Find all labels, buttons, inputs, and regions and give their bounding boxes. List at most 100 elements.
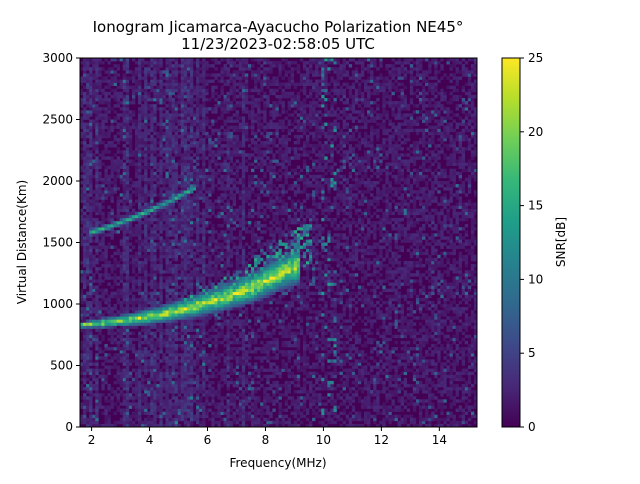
heatmap-cell <box>168 417 172 422</box>
heatmap-cell <box>80 260 84 265</box>
heatmap-cell <box>168 196 172 200</box>
heatmap-cell <box>205 251 209 256</box>
heatmap-cell <box>180 162 185 166</box>
heatmap-cell <box>107 67 111 71</box>
heatmap-cell <box>235 340 240 345</box>
heatmap-cell <box>95 61 99 65</box>
heatmap-cell <box>168 423 172 428</box>
heatmap-cell <box>235 270 240 274</box>
heatmap-cell <box>86 88 90 93</box>
heatmap-cell <box>192 297 197 302</box>
heatmap-cell <box>116 288 120 293</box>
heatmap-cell <box>86 156 90 160</box>
heatmap-cell <box>156 343 160 348</box>
heatmap-cell <box>138 116 142 120</box>
heatmap-cell <box>241 174 246 179</box>
heatmap-cell <box>196 70 200 74</box>
heatmap-cell <box>89 217 93 222</box>
heatmap-cell <box>196 273 200 277</box>
heatmap-cell <box>235 417 240 422</box>
heatmap-cell <box>220 168 224 173</box>
heatmap-cell <box>168 310 172 314</box>
heatmap-cell <box>168 119 172 123</box>
heatmap-cell <box>150 417 154 422</box>
heatmap-cell <box>220 402 224 406</box>
heatmap-cell <box>89 70 93 74</box>
heatmap-cell <box>147 107 151 111</box>
heatmap-cell <box>235 159 240 163</box>
heatmap-cell <box>150 159 154 163</box>
heatmap-cell <box>122 73 127 77</box>
heatmap-cell <box>144 184 148 188</box>
heatmap-cell <box>159 310 163 314</box>
heatmap-cell <box>180 211 185 216</box>
heatmap-cell <box>122 208 127 213</box>
heatmap-cell <box>229 304 233 308</box>
heatmap-cell <box>110 211 114 216</box>
heatmap-cell <box>174 70 179 74</box>
heatmap-cell <box>98 399 102 403</box>
heatmap-cell <box>171 291 175 296</box>
heatmap-cell <box>196 85 200 90</box>
heatmap-cell <box>107 150 111 154</box>
heatmap-cell <box>229 276 233 280</box>
heatmap-cell <box>95 116 99 120</box>
heatmap-cell <box>128 371 133 376</box>
heatmap-cell <box>226 264 230 268</box>
heatmap-cell <box>113 279 117 283</box>
heatmap-cell <box>183 304 188 308</box>
heatmap-cell <box>92 371 96 376</box>
heatmap-cell <box>165 279 169 283</box>
heatmap-cell <box>165 165 169 170</box>
heatmap-cell <box>235 291 240 296</box>
heatmap-cell <box>183 85 188 90</box>
heatmap-cell <box>186 224 191 228</box>
heatmap-cell <box>150 408 154 412</box>
heatmap-cell <box>144 230 148 234</box>
heatmap-cell <box>122 110 127 114</box>
heatmap-cell <box>174 307 179 311</box>
heatmap-cell <box>183 423 188 428</box>
heatmap-cell <box>183 408 188 412</box>
heatmap-cell <box>220 282 224 286</box>
heatmap-cell <box>101 79 105 83</box>
heatmap-cell <box>189 371 194 376</box>
heatmap-cell <box>168 420 172 425</box>
heatmap-cell <box>226 260 230 265</box>
heatmap-cell <box>229 61 233 65</box>
heatmap-cell <box>153 368 157 372</box>
heatmap-cell <box>232 405 237 409</box>
heatmap-cell <box>220 162 224 166</box>
heatmap-cell <box>80 153 84 157</box>
heatmap-cell <box>217 402 221 406</box>
heatmap-cell <box>128 260 133 265</box>
heatmap-cell <box>83 251 87 256</box>
heatmap-cell <box>217 297 221 302</box>
heatmap-cell <box>199 414 203 419</box>
heatmap-cell <box>131 270 136 274</box>
heatmap-cell <box>89 190 93 194</box>
heatmap-cell <box>128 359 133 363</box>
heatmap-cell <box>196 113 200 117</box>
heatmap-cell <box>95 187 99 191</box>
heatmap-cell <box>183 67 188 71</box>
heatmap-cell <box>134 125 139 130</box>
heatmap-cell <box>211 310 215 314</box>
heatmap-cell <box>211 239 215 243</box>
heatmap-cell <box>122 362 127 366</box>
heatmap-cell <box>92 162 96 166</box>
heatmap-cell <box>171 88 175 93</box>
heatmap-cell <box>189 365 194 369</box>
heatmap-cell <box>147 414 151 419</box>
heatmap-cell <box>186 356 191 360</box>
heatmap-cell <box>107 165 111 170</box>
heatmap-cell <box>171 411 175 416</box>
heatmap-cell <box>107 101 111 105</box>
heatmap-cell <box>208 162 212 166</box>
heatmap-cell <box>199 67 203 71</box>
heatmap-cell <box>223 107 227 111</box>
heatmap-cell <box>138 319 142 323</box>
heatmap-cell <box>89 119 93 123</box>
heatmap-cell <box>86 313 90 317</box>
heatmap-cell <box>131 297 136 302</box>
